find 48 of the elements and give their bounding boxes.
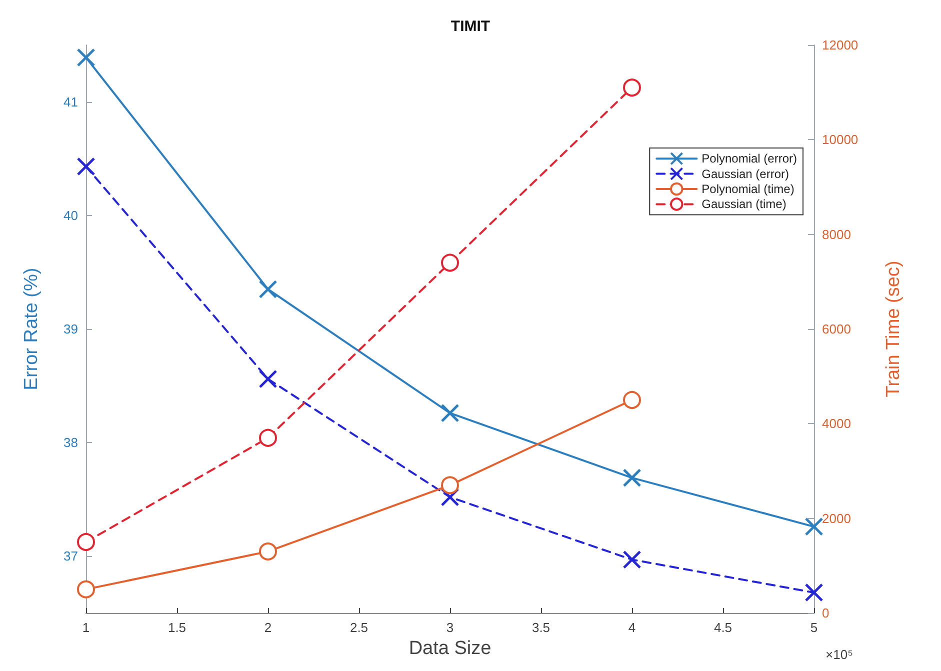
point (441, 254, 459, 272)
x-tick-label: 2 (264, 620, 272, 635)
y-tick-label: 40 (64, 208, 78, 223)
y-tick-label: 41 (64, 94, 78, 110)
x-tick-label: 5 (810, 620, 818, 635)
point (804, 583, 824, 602)
x-tick-label: 4 (628, 620, 636, 635)
legend-label: Polynomial (error) (702, 152, 798, 166)
y-tick-label: 37 (64, 548, 78, 564)
y2-tick-label: 8000 (822, 226, 851, 242)
point (76, 48, 96, 67)
y2-tick-label: 0 (822, 606, 830, 620)
point (259, 428, 277, 447)
point (77, 533, 95, 551)
y2-tick-label: 10000 (822, 132, 858, 148)
x-tick-label: 2.5 (350, 620, 368, 635)
legend-label: Gaussian (error) (702, 166, 790, 181)
y-tick-label: 38 (64, 435, 78, 450)
x-tick-label: 1.5 (168, 620, 186, 635)
y2-tick-label: 12000 (822, 38, 858, 52)
x-tick-label: 1 (82, 620, 90, 635)
y-axis-title: Error Rate (%) (21, 268, 42, 390)
point (804, 517, 824, 536)
y2-tick-label: 6000 (822, 322, 851, 336)
point (622, 550, 642, 569)
chart-title: TIMIT (450, 18, 490, 35)
point (623, 78, 641, 97)
point (441, 476, 459, 494)
x-tick-label: 4.5 (714, 620, 732, 635)
text: ×10⁵ (826, 647, 854, 662)
x-axis-title: Data Size (408, 638, 492, 659)
point (440, 488, 460, 506)
x-tick-label: 3 (446, 620, 454, 635)
legend-label: Polynomial (time) (702, 182, 794, 196)
y2-axis-title: Train Time (sec) (883, 260, 904, 398)
point (258, 280, 278, 298)
point (440, 404, 460, 422)
point (622, 468, 642, 488)
point (77, 580, 95, 598)
point (259, 542, 277, 560)
point (258, 370, 278, 388)
point (623, 391, 641, 409)
point (76, 157, 96, 176)
x-tick-label: 3.5 (532, 620, 550, 635)
y2-tick-label: 2000 (822, 510, 851, 526)
y-tick-label: 39 (64, 322, 78, 336)
legend-label: Gaussian (time) (702, 197, 786, 212)
y2-tick-label: 4000 (822, 416, 851, 432)
